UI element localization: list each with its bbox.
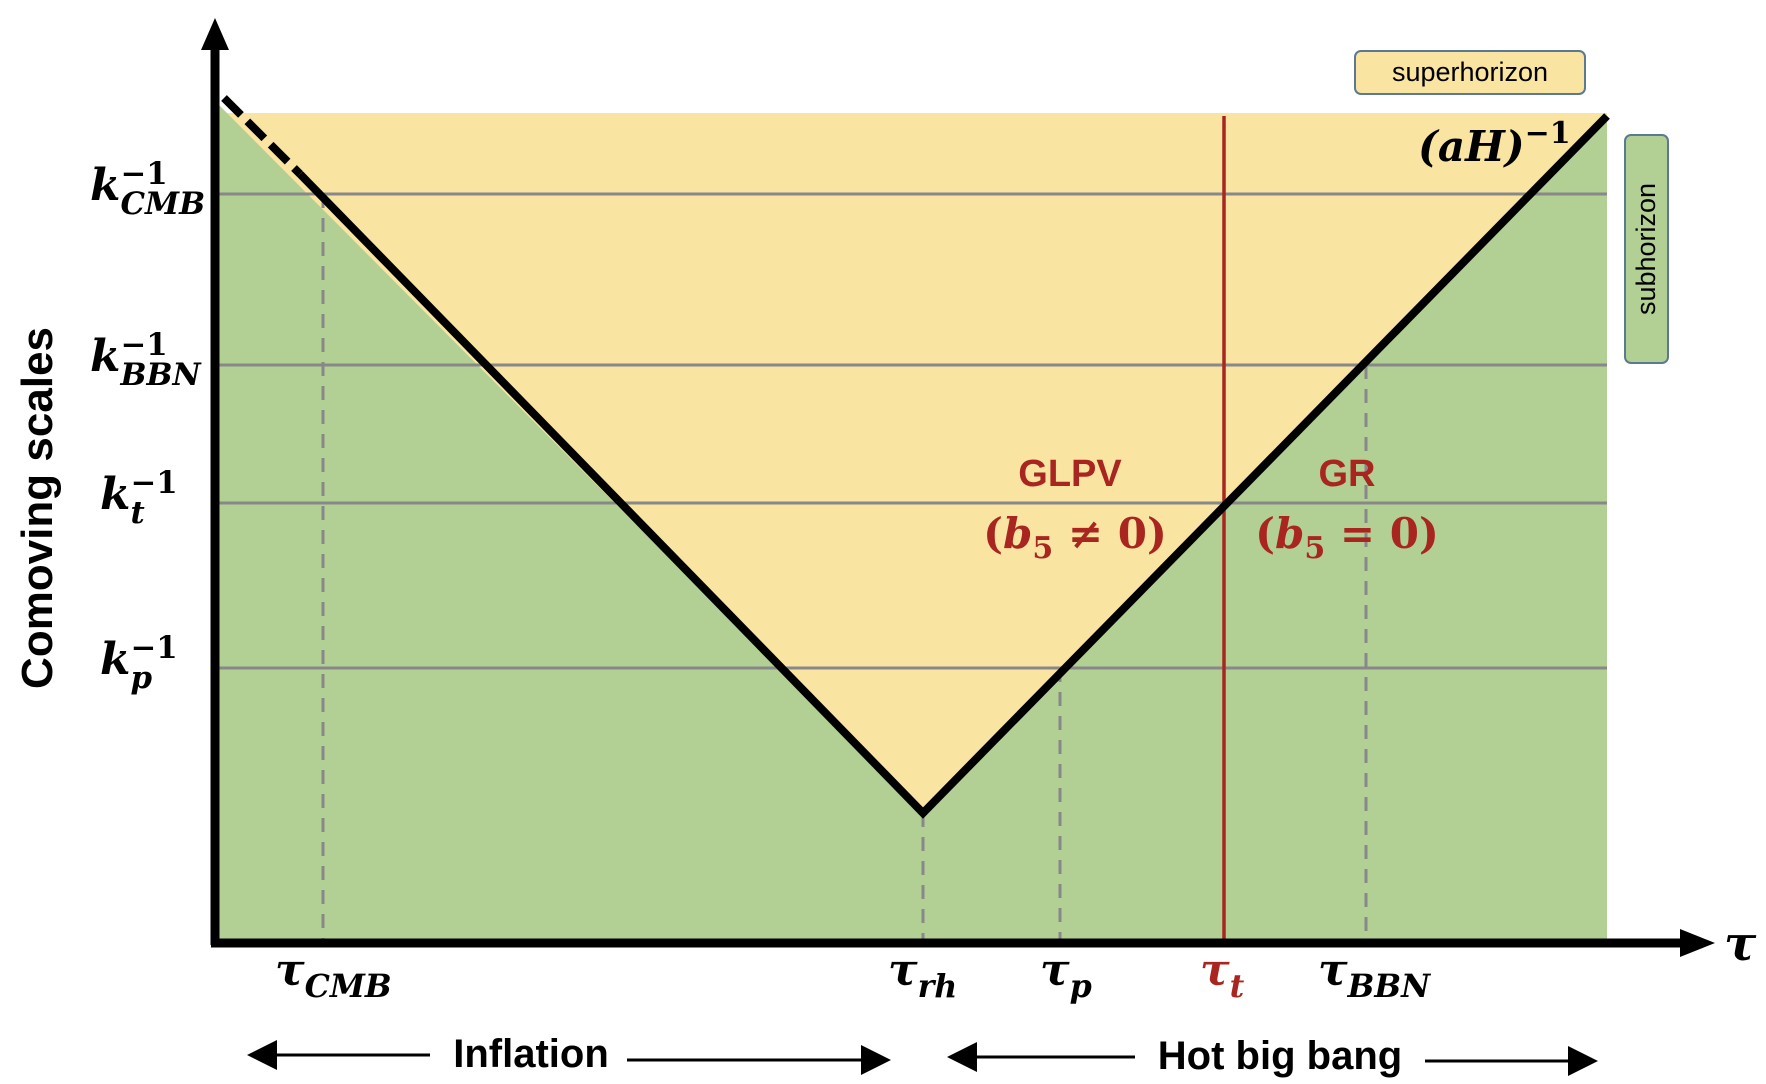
regime-left-condition: (b5 ≠ 0) (983, 509, 1167, 566)
horizon-curve-label: (aH)−1 (1418, 116, 1571, 171)
y-axis-arrowhead (201, 18, 229, 50)
regime-right-name: GR (1319, 453, 1376, 495)
legend-superhorizon: superhorizon (1354, 50, 1586, 95)
scale-label-cmb: k−1 CMB (90, 156, 205, 222)
regime-labels: GLPV (b5 ≠ 0) GR (b5 = 0) (983, 453, 1439, 566)
subhorizon-region-right (923, 113, 1607, 943)
time-label-rh: τrh (888, 945, 957, 1005)
svg-text:Hot big bang: Hot big bang (1158, 1034, 1402, 1078)
scale-labels: k−1 CMB k−1 BBN k−1 t k−1 p (90, 156, 205, 696)
scale-label-p: k−1 p (100, 630, 178, 696)
time-label-cmb: τCMB (275, 945, 392, 1005)
regime-right-condition: (b5 = 0) (1255, 509, 1439, 566)
regime-left-name: GLPV (1018, 453, 1122, 495)
time-label-p: τp (1040, 945, 1092, 1005)
time-label-t: τt (1200, 945, 1245, 1005)
horizon-curve-dashed (221, 95, 303, 177)
svg-text:subhorizon: subhorizon (1631, 183, 1661, 315)
subhorizon-region-left (215, 101, 923, 943)
legend-subhorizon: subhorizon (1624, 134, 1669, 364)
horizon-curve (297, 113, 1610, 819)
svg-text:superhorizon: superhorizon (1392, 57, 1548, 87)
y-axis-title: Comoving scales (13, 327, 62, 689)
x-axis-title: τ (1724, 916, 1757, 972)
era-hot-big-bang: Hot big bang (947, 1034, 1598, 1078)
time-label-bbn: τBBN (1318, 945, 1431, 1005)
svg-text:Inflation: Inflation (453, 1032, 609, 1076)
x-axis-arrowhead (1680, 929, 1715, 957)
time-labels: τCMB τrh τp τt τBBN (275, 945, 1431, 1005)
scale-label-bbn: k−1 BBN (90, 327, 203, 393)
era-inflation: Inflation (247, 1032, 891, 1076)
scale-label-t: k−1 t (100, 465, 178, 531)
